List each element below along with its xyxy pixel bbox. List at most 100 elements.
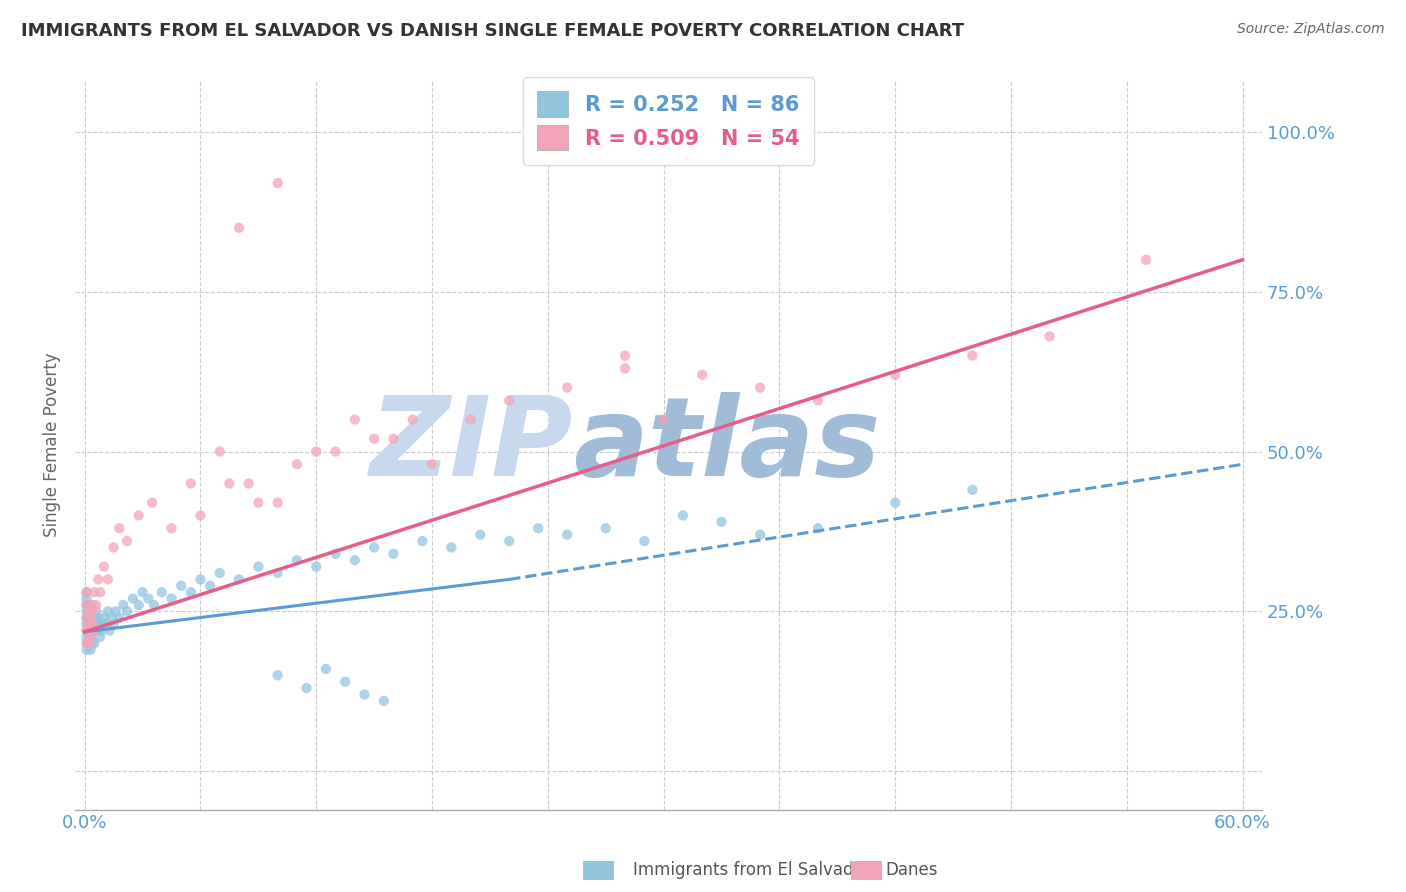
Point xyxy=(208,444,231,458)
Point xyxy=(77,611,100,625)
Point xyxy=(633,534,655,549)
Point xyxy=(807,521,830,535)
Point xyxy=(285,458,308,472)
Point xyxy=(83,585,105,599)
Point xyxy=(77,604,100,618)
Point xyxy=(108,611,131,625)
Point xyxy=(884,368,907,382)
Point xyxy=(79,630,101,644)
Point xyxy=(315,662,337,676)
Point xyxy=(305,444,328,458)
Point xyxy=(79,598,101,612)
Point xyxy=(614,361,637,376)
Point xyxy=(343,553,366,567)
Point xyxy=(170,579,193,593)
Point xyxy=(76,624,98,638)
Point xyxy=(76,611,98,625)
Point xyxy=(190,508,212,523)
Point xyxy=(527,521,550,535)
Point xyxy=(382,547,405,561)
Text: atlas: atlas xyxy=(574,392,882,499)
Point xyxy=(266,668,288,682)
Point xyxy=(76,591,98,606)
Point xyxy=(460,412,482,426)
Point xyxy=(749,381,772,395)
Point xyxy=(247,559,270,574)
Text: IMMIGRANTS FROM EL SALVADOR VS DANISH SINGLE FEMALE POVERTY CORRELATION CHART: IMMIGRANTS FROM EL SALVADOR VS DANISH SI… xyxy=(21,22,965,40)
Point xyxy=(807,393,830,408)
Point xyxy=(93,611,115,625)
Point xyxy=(208,566,231,580)
Point xyxy=(100,611,122,625)
Point xyxy=(84,617,107,632)
Point xyxy=(83,636,105,650)
Point xyxy=(690,368,713,382)
Point xyxy=(122,591,145,606)
Point xyxy=(108,521,131,535)
Point xyxy=(82,598,104,612)
Point xyxy=(76,585,98,599)
Point xyxy=(76,642,98,657)
Point xyxy=(82,611,104,625)
Point xyxy=(82,617,104,632)
Point xyxy=(77,624,100,638)
Point xyxy=(672,508,695,523)
Point xyxy=(89,585,111,599)
Point xyxy=(1039,329,1062,343)
Point xyxy=(97,604,120,618)
Point xyxy=(160,521,183,535)
Point xyxy=(228,573,250,587)
Point xyxy=(335,674,357,689)
Point xyxy=(82,636,104,650)
Point xyxy=(84,598,107,612)
Point xyxy=(218,476,240,491)
Point xyxy=(373,694,395,708)
Point xyxy=(79,617,101,632)
Point xyxy=(103,617,125,632)
Point xyxy=(150,585,173,599)
Point xyxy=(79,642,101,657)
Text: ZIP: ZIP xyxy=(370,392,574,499)
Point xyxy=(77,617,100,632)
Text: Danes: Danes xyxy=(886,861,938,879)
Point xyxy=(285,553,308,567)
Point xyxy=(84,604,107,618)
Text: Source: ZipAtlas.com: Source: ZipAtlas.com xyxy=(1237,22,1385,37)
Point xyxy=(470,527,492,541)
Point xyxy=(305,559,328,574)
Point xyxy=(115,534,138,549)
Point xyxy=(77,636,100,650)
Point xyxy=(131,585,153,599)
Point xyxy=(79,630,101,644)
Point xyxy=(82,604,104,618)
Point xyxy=(884,496,907,510)
Point xyxy=(180,476,202,491)
Point xyxy=(238,476,260,491)
Point xyxy=(402,412,425,426)
Point xyxy=(595,521,617,535)
Point xyxy=(112,598,135,612)
Point xyxy=(93,559,115,574)
Point xyxy=(198,579,221,593)
Point xyxy=(97,573,120,587)
Point xyxy=(128,508,150,523)
Point xyxy=(141,496,163,510)
Point xyxy=(87,573,110,587)
Point xyxy=(76,611,98,625)
Point xyxy=(962,483,984,497)
Point xyxy=(555,527,578,541)
Point xyxy=(87,611,110,625)
Point xyxy=(266,566,288,580)
Point xyxy=(962,349,984,363)
Point xyxy=(83,611,105,625)
Point xyxy=(749,527,772,541)
Point xyxy=(83,624,105,638)
Point xyxy=(104,604,127,618)
Point xyxy=(440,541,463,555)
Point xyxy=(115,604,138,618)
Point xyxy=(87,624,110,638)
Point xyxy=(143,598,166,612)
Point xyxy=(77,636,100,650)
Point xyxy=(710,515,733,529)
Point xyxy=(190,573,212,587)
